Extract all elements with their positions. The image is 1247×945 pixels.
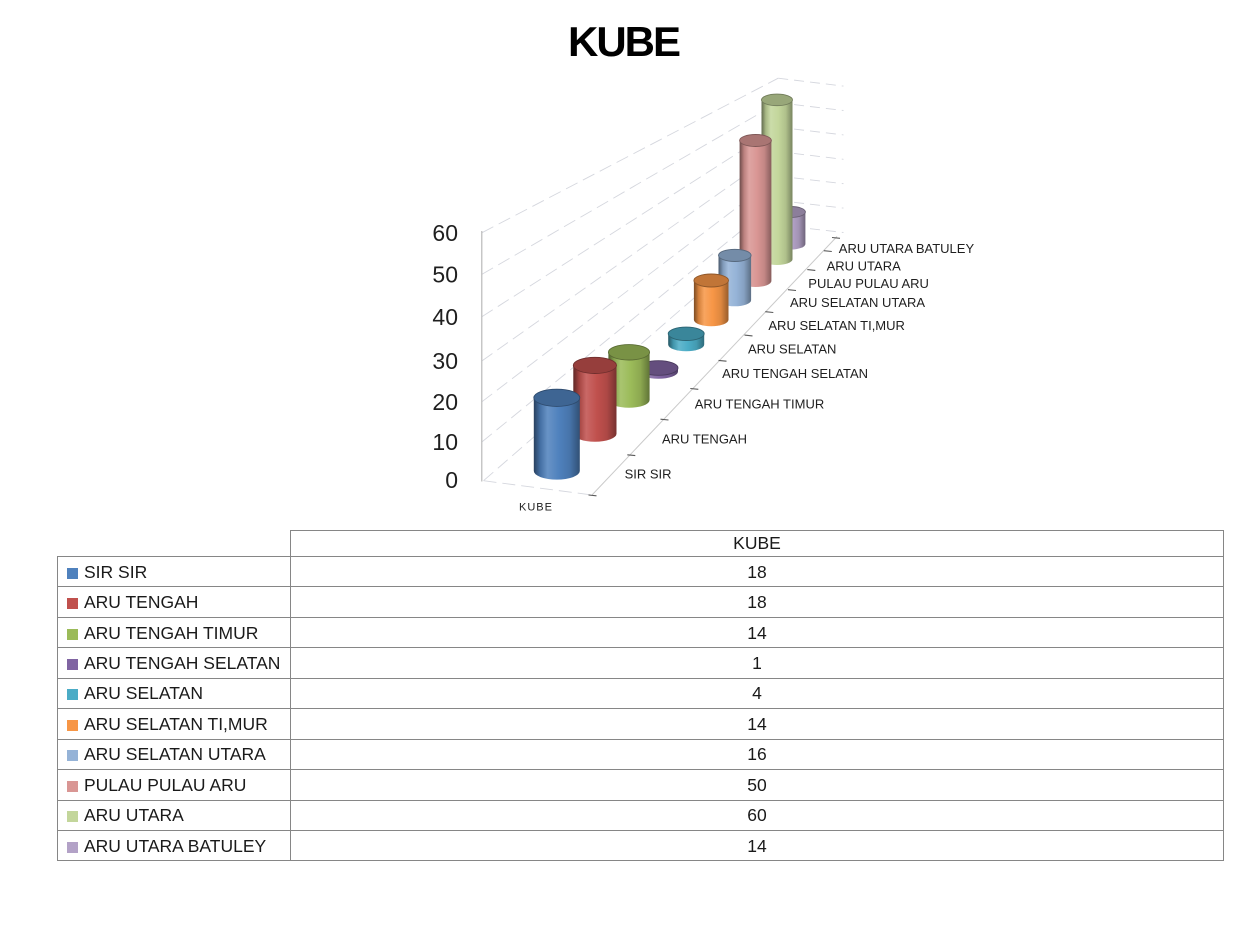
svg-text:SIR SIR: SIR SIR <box>625 467 672 482</box>
svg-text:ARU UTARA BATULEY: ARU UTARA BATULEY <box>839 241 975 256</box>
svg-text:40: 40 <box>432 304 458 330</box>
svg-text:ARU SELATAN: ARU SELATAN <box>748 342 836 357</box>
svg-text:ARU SELATAN UTARA: ARU SELATAN UTARA <box>790 295 925 310</box>
svg-text:ARU SELATAN TI,MUR: ARU SELATAN TI,MUR <box>768 318 905 333</box>
svg-text:ARU UTARA: ARU UTARA <box>827 258 901 273</box>
svg-text:60: 60 <box>432 220 458 246</box>
svg-text:30: 30 <box>432 348 458 374</box>
svg-text:KUBE: KUBE <box>519 502 553 514</box>
svg-text:ARU TENGAH SELATAN: ARU TENGAH SELATAN <box>722 366 868 381</box>
svg-text:PULAU PULAU ARU: PULAU PULAU ARU <box>808 276 929 291</box>
svg-text:0: 0 <box>445 467 458 493</box>
svg-text:20: 20 <box>432 389 458 415</box>
svg-text:50: 50 <box>432 262 458 288</box>
svg-text:10: 10 <box>432 429 458 455</box>
svg-text:ARU TENGAH: ARU TENGAH <box>662 431 747 446</box>
svg-text:ARU TENGAH TIMUR: ARU TENGAH TIMUR <box>695 396 825 411</box>
